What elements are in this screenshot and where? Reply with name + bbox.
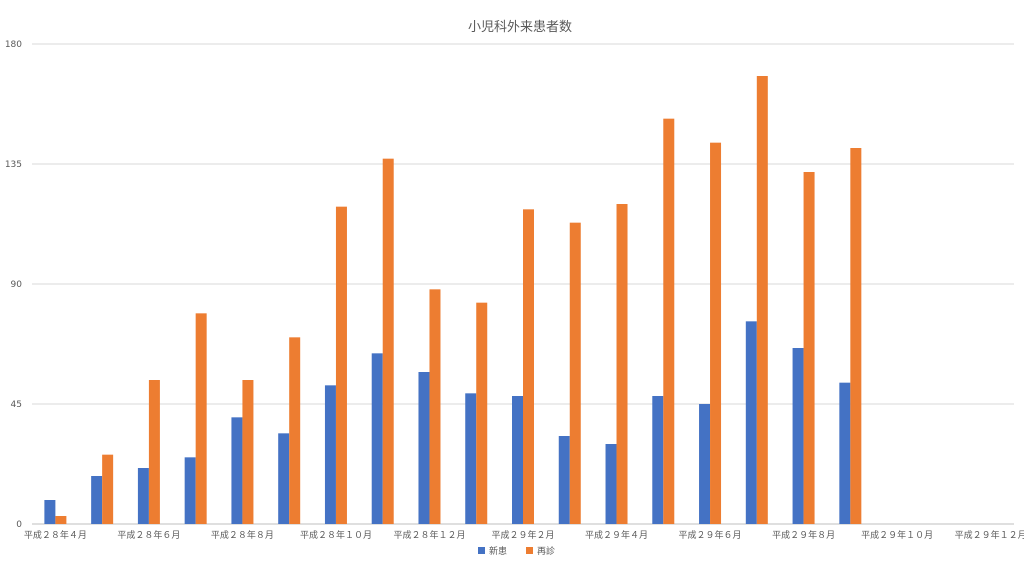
x-tick-label: 平成２８年１２月	[393, 529, 465, 541]
bar-return-10	[523, 209, 534, 525]
legend-label-0: 新患	[489, 545, 507, 557]
bar-new-15	[745, 321, 757, 524]
bar-new-10	[512, 396, 523, 524]
x-tick-label: 平成２９年２月	[491, 529, 554, 541]
x-tick-label: 平成２９年６月	[679, 529, 742, 541]
bar-return-6	[335, 206, 347, 524]
bar-return-0	[55, 516, 67, 524]
bar-return-12	[616, 204, 628, 524]
legend: 新患 再診	[478, 545, 555, 557]
chart-title: 小児科外来患者数	[468, 20, 572, 35]
bar-new-6	[324, 385, 336, 524]
x-tick-label: 平成２８年８月	[211, 529, 274, 541]
bar-return-8	[429, 289, 441, 524]
bar-new-1	[91, 476, 103, 524]
bar-new-5	[278, 433, 290, 524]
y-tick-label: 135	[5, 160, 22, 170]
bar-return-3	[195, 313, 207, 524]
y-tick-label: 45	[11, 400, 22, 410]
legend-label-1: 再診	[537, 545, 555, 557]
bar-return-5	[289, 337, 301, 524]
bar-return-17	[850, 148, 862, 524]
y-axis-tick-labels: 0 45 90 135 180	[5, 40, 22, 530]
y-tick-label: 0	[16, 520, 22, 530]
bar-new-14	[699, 404, 711, 524]
bar-return-1	[102, 454, 114, 524]
legend-swatch-1	[526, 547, 533, 554]
legend-swatch-0	[478, 547, 485, 554]
x-axis-tick-labels: 平成２８年４月 平成２８年６月 平成２８年８月 平成２８年１０月 平成２８年１２月 平成２…	[24, 529, 1024, 541]
bar-return-11	[569, 222, 581, 524]
bar-new-13	[652, 396, 664, 524]
y-tick-label: 180	[5, 40, 22, 50]
bar-new-8	[418, 372, 430, 524]
x-tick-label: 平成２９年１０月	[861, 529, 933, 541]
bar-new-7	[371, 353, 383, 524]
x-tick-label: 平成２９年８月	[772, 529, 835, 541]
bar-return-13	[663, 118, 675, 525]
bar-new-17	[839, 382, 851, 524]
bar-new-0	[44, 500, 56, 524]
bar-return-7	[382, 158, 394, 524]
bar-return-15	[756, 76, 768, 524]
x-tick-label: 平成２８年４月	[24, 529, 87, 541]
x-tick-label: 平成２８年１０月	[300, 529, 372, 541]
bar-new-16	[792, 348, 804, 524]
bar-new-12	[605, 444, 617, 524]
bar-new-9	[465, 393, 477, 524]
x-tick-label: 平成２９年４月	[585, 529, 648, 541]
bar-return-4	[242, 380, 254, 524]
x-tick-label: 平成２９年１２月	[955, 529, 1024, 541]
bar-return-16	[803, 172, 815, 524]
x-tick-label: 平成２８年６月	[117, 529, 180, 541]
bar-return-9	[476, 302, 488, 524]
bars	[44, 76, 862, 525]
bar-new-2	[137, 468, 149, 524]
bar-return-2	[148, 380, 160, 524]
bar-new-3	[184, 457, 196, 524]
y-tick-label: 90	[11, 280, 23, 290]
bar-new-4	[231, 417, 243, 524]
bar-return-14	[710, 142, 722, 524]
bar-new-11	[558, 436, 570, 524]
